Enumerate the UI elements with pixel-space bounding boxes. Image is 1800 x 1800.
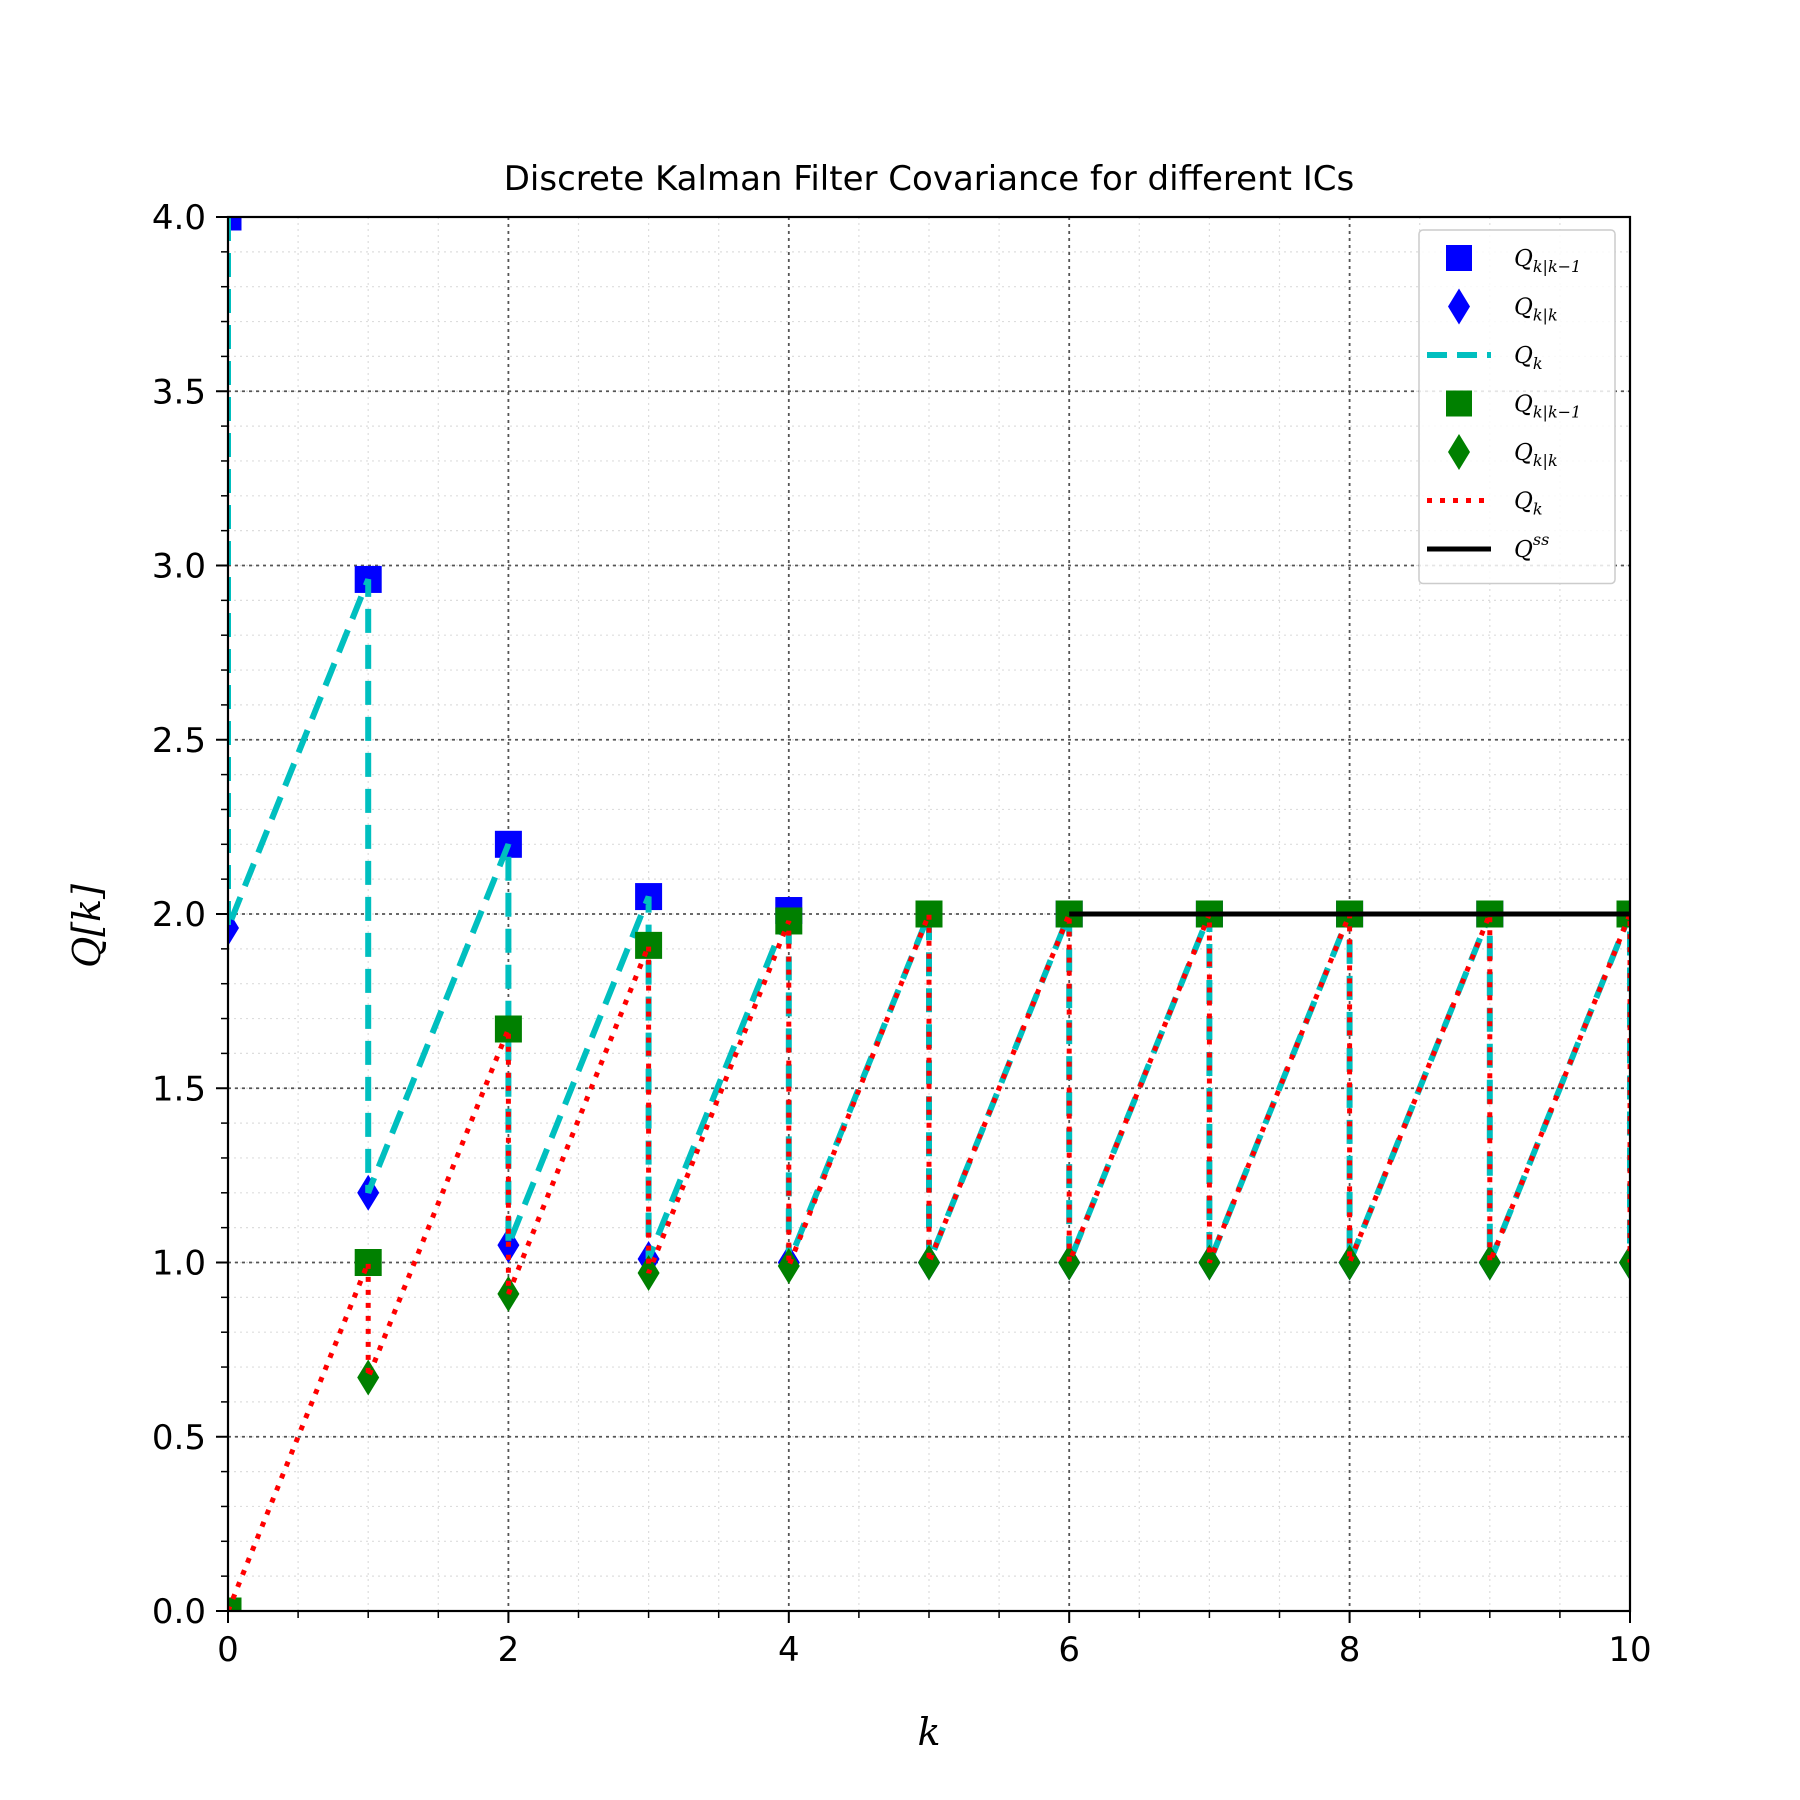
axis-ticks: 0 2 4 6 8 10 0.0 0.5 1.0 1.5 2.0 2.5 3.0 3.5 4.0 [152, 198, 1652, 1670]
legend-label-subscript: k [1533, 500, 1543, 519]
ic2-posterior-marker [357, 1359, 380, 1396]
legend-square-marker [1446, 245, 1472, 271]
ic2-posterior-marker [1338, 1244, 1361, 1281]
y-tick-label: 3.5 [152, 372, 206, 412]
y-tick-label: 2.0 [152, 895, 206, 935]
ic2-prior-marker [915, 900, 943, 928]
legend-label-subscript: k|k [1533, 451, 1558, 470]
y-tick-label: 0.5 [152, 1418, 206, 1458]
legend-square-marker [1446, 390, 1472, 417]
y-tick-label: 0.0 [152, 1592, 206, 1632]
x-tick-label: 4 [778, 1630, 800, 1670]
y-tick-label: 4.0 [152, 198, 206, 238]
legend-label-subscript: k|k−1 [1533, 257, 1581, 276]
chart-title: Discrete Kalman Filter Covariance for di… [504, 159, 1355, 199]
y-tick-label: 3.0 [152, 547, 206, 587]
ic1-prior-marker [228, 217, 242, 231]
legend-label-subscript: k|k−1 [1533, 403, 1581, 422]
x-tick-label: 10 [1608, 1630, 1651, 1670]
y-tick-label: 2.5 [152, 721, 206, 761]
x-tick-label: 2 [498, 1630, 520, 1670]
ic2-covariance-line [228, 913, 1630, 1611]
legend-label-subscript: k [1533, 354, 1543, 373]
y-axis-label: Q[k] [65, 884, 109, 968]
x-tick-label: 0 [217, 1630, 239, 1670]
series-clip-group [228, 217, 1630, 1611]
legend-label-subscript: k|k [1533, 306, 1558, 325]
ic2-prior-marker [635, 931, 663, 959]
legend-label-superscript: ss [1533, 530, 1549, 549]
x-tick-label: 8 [1339, 1630, 1361, 1670]
ic2-posterior-marker [1619, 1244, 1630, 1281]
x-axis-label: k [917, 1710, 940, 1754]
legend-diamond-marker [1448, 288, 1470, 325]
ic2-posterior-marker [777, 1247, 800, 1284]
ic2-prior-marker [354, 1249, 382, 1276]
legend-diamond-marker [1448, 434, 1470, 470]
y-tick-label: 1.5 [152, 1069, 206, 1109]
ic2-posterior-marker [918, 1244, 940, 1281]
x-tick-label: 6 [1058, 1630, 1080, 1670]
series-area [228, 217, 1630, 1611]
y-tick-label: 1.0 [152, 1244, 206, 1284]
legend-box [1418, 229, 1616, 585]
